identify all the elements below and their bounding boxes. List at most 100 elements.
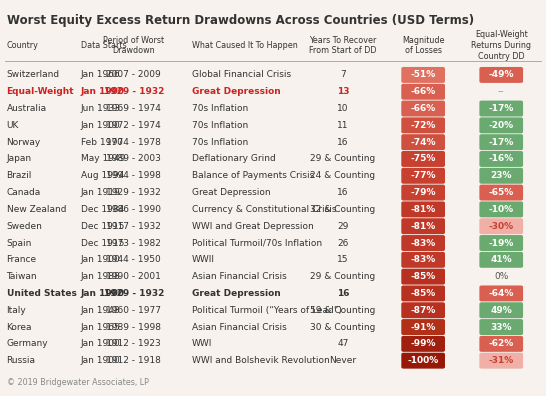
Text: 1912 - 1923: 1912 - 1923 — [106, 339, 161, 348]
Text: -79%: -79% — [411, 188, 436, 197]
Text: 1929 - 1932: 1929 - 1932 — [104, 289, 164, 298]
Text: Magnitude
of Losses: Magnitude of Losses — [402, 36, 444, 55]
Text: WWI: WWI — [192, 339, 212, 348]
Text: Canada: Canada — [7, 188, 41, 197]
Text: Japan: Japan — [7, 154, 32, 164]
Text: 2007 - 2009: 2007 - 2009 — [106, 70, 161, 80]
Text: 32 & Counting: 32 & Counting — [310, 205, 376, 214]
Text: -49%: -49% — [489, 70, 514, 80]
Text: 1989 - 1998: 1989 - 1998 — [106, 323, 161, 331]
Text: 15: 15 — [337, 255, 349, 264]
FancyBboxPatch shape — [479, 235, 523, 251]
Text: -72%: -72% — [411, 121, 436, 130]
Text: What Caused It To Happen: What Caused It To Happen — [192, 41, 298, 50]
FancyBboxPatch shape — [401, 117, 445, 133]
Text: Asian Financial Crisis: Asian Financial Crisis — [192, 323, 287, 331]
Text: -62%: -62% — [489, 339, 514, 348]
Text: 1929 - 1932: 1929 - 1932 — [104, 87, 164, 96]
FancyBboxPatch shape — [479, 101, 523, 116]
Text: 23%: 23% — [490, 171, 512, 180]
Text: -87%: -87% — [411, 306, 436, 315]
FancyBboxPatch shape — [479, 134, 523, 150]
Text: Years To Recover
From Start of DD: Years To Recover From Start of DD — [309, 36, 377, 55]
FancyBboxPatch shape — [401, 218, 445, 234]
Text: Jan 1900: Jan 1900 — [81, 121, 121, 130]
Text: United States: United States — [7, 289, 76, 298]
Text: -100%: -100% — [407, 356, 439, 365]
Text: -66%: -66% — [411, 87, 436, 96]
Text: -85%: -85% — [411, 289, 436, 298]
Text: Jan 1966: Jan 1966 — [81, 70, 121, 80]
Text: © 2019 Bridgewater Associates, LP: © 2019 Bridgewater Associates, LP — [7, 378, 149, 387]
Text: Political Turmoil/70s Inflation: Political Turmoil/70s Inflation — [192, 238, 322, 248]
FancyBboxPatch shape — [401, 67, 445, 83]
Text: Jan 1900: Jan 1900 — [81, 289, 125, 298]
Text: -10%: -10% — [489, 205, 514, 214]
Text: 24 & Counting: 24 & Counting — [310, 171, 376, 180]
Text: 1994 - 1998: 1994 - 1998 — [106, 171, 161, 180]
Text: -81%: -81% — [411, 222, 436, 231]
Text: 1974 - 1978: 1974 - 1978 — [106, 138, 161, 147]
Text: -17%: -17% — [489, 104, 514, 113]
Text: Political Turmoil (“Years of Lead”): Political Turmoil (“Years of Lead”) — [192, 306, 342, 315]
Text: -17%: -17% — [489, 138, 514, 147]
Text: 1929 - 1932: 1929 - 1932 — [106, 188, 161, 197]
Text: WWII: WWII — [192, 255, 215, 264]
Text: 1969 - 1974: 1969 - 1974 — [106, 104, 161, 113]
FancyBboxPatch shape — [479, 353, 523, 369]
Text: Global Financial Crisis: Global Financial Crisis — [192, 70, 292, 80]
Text: 1986 - 1990: 1986 - 1990 — [106, 205, 161, 214]
Text: 29: 29 — [337, 222, 348, 231]
Text: New Zealand: New Zealand — [7, 205, 66, 214]
FancyBboxPatch shape — [479, 185, 523, 200]
FancyBboxPatch shape — [401, 268, 445, 285]
Text: -66%: -66% — [411, 104, 436, 113]
Text: 30 & Counting: 30 & Counting — [310, 323, 376, 331]
Text: -30%: -30% — [489, 222, 514, 231]
Text: Equal-Weight
Returns During
Country DD: Equal-Weight Returns During Country DD — [471, 30, 531, 61]
Text: 59 & Counting: 59 & Counting — [310, 306, 376, 315]
Text: Great Depression: Great Depression — [192, 289, 281, 298]
Text: Country: Country — [7, 41, 38, 50]
Text: 29 & Counting: 29 & Counting — [310, 154, 376, 164]
Text: 0%: 0% — [494, 272, 508, 281]
Text: Equal-Weight: Equal-Weight — [7, 87, 74, 96]
Text: 49%: 49% — [490, 306, 512, 315]
Text: France: France — [7, 255, 37, 264]
Text: -99%: -99% — [411, 339, 436, 348]
FancyBboxPatch shape — [401, 286, 445, 301]
Text: Jun 1933: Jun 1933 — [81, 104, 121, 113]
Text: Period of Worst
Drawdown: Period of Worst Drawdown — [103, 36, 164, 55]
Text: Jan 1919: Jan 1919 — [81, 188, 121, 197]
FancyBboxPatch shape — [401, 235, 445, 251]
Text: Feb 1970: Feb 1970 — [81, 138, 123, 147]
FancyBboxPatch shape — [479, 286, 523, 301]
Text: Balance of Payments Crisis: Balance of Payments Crisis — [192, 171, 314, 180]
Text: 1960 - 1977: 1960 - 1977 — [106, 306, 161, 315]
FancyBboxPatch shape — [479, 67, 523, 83]
Text: Jan 1900: Jan 1900 — [81, 87, 125, 96]
Text: 70s Inflation: 70s Inflation — [192, 138, 248, 147]
Text: 1944 - 1950: 1944 - 1950 — [106, 255, 161, 264]
FancyBboxPatch shape — [401, 101, 445, 116]
Text: 26: 26 — [337, 238, 348, 248]
Text: 1989 - 2003: 1989 - 2003 — [106, 154, 161, 164]
Text: -64%: -64% — [489, 289, 514, 298]
Text: Switzerland: Switzerland — [7, 70, 60, 80]
Text: 1917 - 1932: 1917 - 1932 — [106, 222, 161, 231]
FancyBboxPatch shape — [479, 252, 523, 268]
Text: 13: 13 — [337, 87, 349, 96]
Text: -85%: -85% — [411, 272, 436, 281]
Text: -75%: -75% — [411, 154, 436, 164]
Text: 10: 10 — [337, 104, 349, 113]
Text: 70s Inflation: 70s Inflation — [192, 104, 248, 113]
Text: 1973 - 1982: 1973 - 1982 — [106, 238, 161, 248]
Text: WWI and Bolshevik Revolution: WWI and Bolshevik Revolution — [192, 356, 330, 365]
Text: Jan 1900: Jan 1900 — [81, 356, 121, 365]
Text: Dec 1984: Dec 1984 — [81, 205, 124, 214]
FancyBboxPatch shape — [401, 202, 445, 217]
Text: 11: 11 — [337, 121, 349, 130]
Text: 16: 16 — [337, 188, 349, 197]
Text: -83%: -83% — [411, 255, 436, 264]
FancyBboxPatch shape — [401, 134, 445, 150]
